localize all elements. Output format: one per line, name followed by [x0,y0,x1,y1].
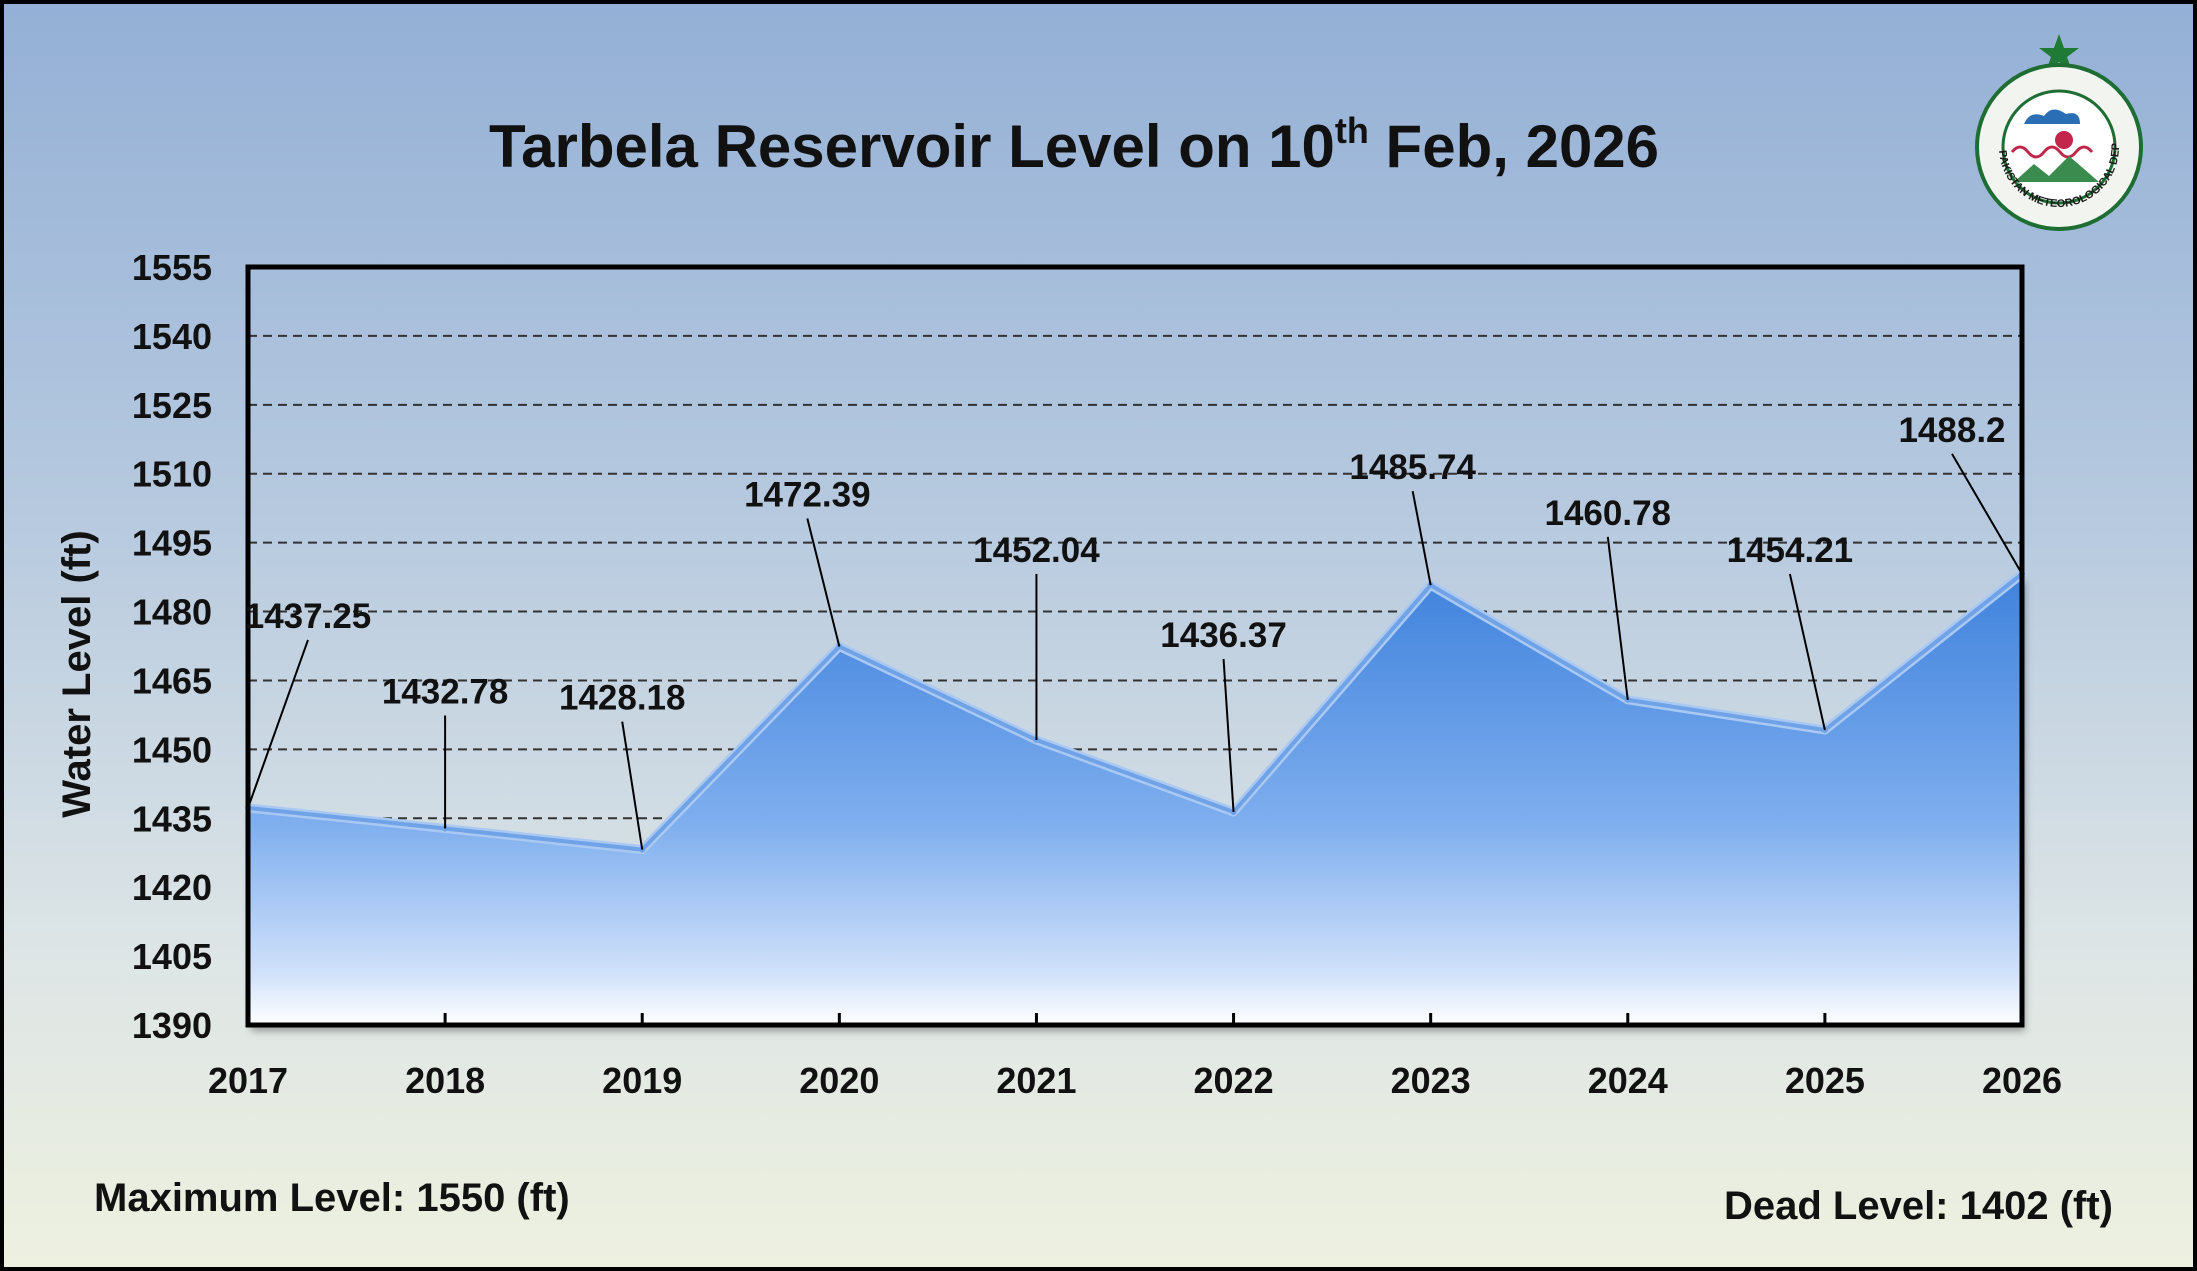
data-label: 1437.25 [245,597,372,636]
x-tick-label: 2017 [208,1060,288,1101]
dead-level-note: Dead Level: 1402 (ft) [1723,1184,2113,1228]
data-labels: 1437.25 1432.78 1428.18 1472.39 1452.04 1436.… [245,411,2006,718]
data-label: 1436.37 [1160,616,1287,655]
y-tick-label: 1510 [132,454,212,495]
mountain-icon [2014,156,2099,182]
x-axis-tick-labels: 2017 2018 2019 2020 2021 2022 2023 2024 2025 2026 [208,1013,2062,1101]
x-tick-label: 2021 [996,1060,1076,1101]
chart: Tarbela Reservoir Level on 10th Feb, 202… [55,110,2062,1101]
leader-line [806,518,841,647]
y-tick-label: 1555 [132,247,212,288]
leader-line [621,721,644,850]
y-tick-label: 1480 [132,592,212,633]
x-tick-label: 2024 [1588,1060,1668,1101]
label-leader-lines [247,453,2023,850]
x-tick-label: 2023 [1391,1060,1471,1101]
sun-icon [2055,131,2073,149]
chart-title: Tarbela Reservoir Level on 10th Feb, 202… [489,110,1659,180]
star-icon [2039,34,2079,71]
data-label: 1428.18 [559,679,686,718]
y-tick-label: 1540 [132,316,212,357]
data-label: 1485.74 [1349,448,1476,487]
x-tick-label: 2019 [602,1060,682,1101]
x-tick-label: 2025 [1785,1060,1865,1101]
y-tick-label: 1435 [132,798,212,839]
y-tick-label: 1405 [132,936,212,977]
y-tick-label: 1390 [132,1005,212,1046]
y-axis-tick-labels: 1555 1540 1525 1510 1495 1480 1465 1450 1435 1420… [132,247,212,1046]
area-series [245,570,2025,1025]
pmd-logo: PAKISTAN METEOROLOGICAL DEPARTMENT [1964,32,2143,231]
y-tick-label: 1525 [132,385,212,426]
leader-line [1606,536,1629,700]
wave-icon [2010,145,2094,159]
data-label: 1460.78 [1545,494,1672,533]
x-tick-label: 2026 [1982,1060,2062,1101]
x-tick-label: 2020 [799,1060,879,1101]
data-label: 1452.04 [973,531,1100,570]
series-line [247,572,2024,852]
plot-area-border [245,264,2025,1028]
y-tick-label: 1450 [132,729,212,770]
y-tick-label: 1420 [132,867,212,908]
leader-line [1411,490,1432,586]
data-label: 1488.2 [1898,411,2005,450]
data-label: 1432.78 [382,672,509,711]
x-tick-label: 2018 [405,1060,485,1101]
data-label: 1472.39 [744,476,871,515]
maximum-level-note: Maximum Level: 1550 (ft) [94,1176,570,1220]
y-tick-label: 1495 [132,523,212,564]
y-axis-title: Water Level (ft) [55,530,99,817]
y-tick-label: 1465 [132,660,212,701]
leader-line [1222,658,1235,813]
leader-line [1788,573,1826,731]
x-tick-label: 2022 [1194,1060,1274,1101]
area-fill [248,573,2022,1025]
leader-line [247,639,309,809]
leader-line [1951,453,2023,575]
cloud-icon [2024,109,2080,124]
data-label: 1454.21 [1727,531,1854,570]
